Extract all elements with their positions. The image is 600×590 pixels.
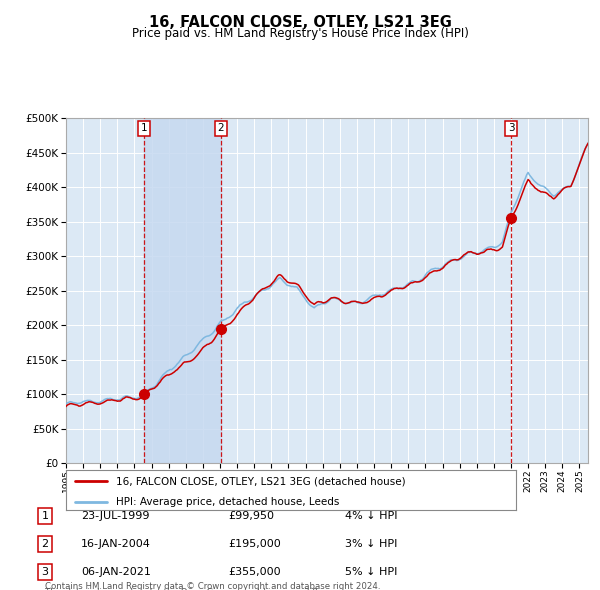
Text: 3: 3 [508, 123, 515, 133]
Text: £195,000: £195,000 [228, 539, 281, 549]
Text: 16, FALCON CLOSE, OTLEY, LS21 3EG (detached house): 16, FALCON CLOSE, OTLEY, LS21 3EG (detac… [115, 476, 405, 486]
Text: £355,000: £355,000 [228, 567, 281, 576]
Text: 16-JAN-2004: 16-JAN-2004 [81, 539, 151, 549]
Text: 1: 1 [41, 512, 49, 521]
Text: This data is licensed under the Open Government Licence v3.0.: This data is licensed under the Open Gov… [45, 588, 320, 590]
Text: 1: 1 [140, 123, 147, 133]
Text: £99,950: £99,950 [228, 512, 274, 521]
Text: 06-JAN-2021: 06-JAN-2021 [81, 567, 151, 576]
Text: Price paid vs. HM Land Registry's House Price Index (HPI): Price paid vs. HM Land Registry's House … [131, 27, 469, 40]
Text: 3% ↓ HPI: 3% ↓ HPI [345, 539, 397, 549]
Text: 23-JUL-1999: 23-JUL-1999 [81, 512, 149, 521]
Text: HPI: Average price, detached house, Leeds: HPI: Average price, detached house, Leed… [115, 497, 339, 507]
Text: 5% ↓ HPI: 5% ↓ HPI [345, 567, 397, 576]
Bar [144, 118, 221, 463]
Text: 2: 2 [217, 123, 224, 133]
Text: 2: 2 [41, 539, 49, 549]
Text: 16, FALCON CLOSE, OTLEY, LS21 3EG: 16, FALCON CLOSE, OTLEY, LS21 3EG [149, 15, 451, 30]
Text: 4% ↓ HPI: 4% ↓ HPI [345, 512, 398, 521]
Text: Contains HM Land Registry data © Crown copyright and database right 2024.: Contains HM Land Registry data © Crown c… [45, 582, 380, 590]
Text: 3: 3 [41, 567, 49, 576]
